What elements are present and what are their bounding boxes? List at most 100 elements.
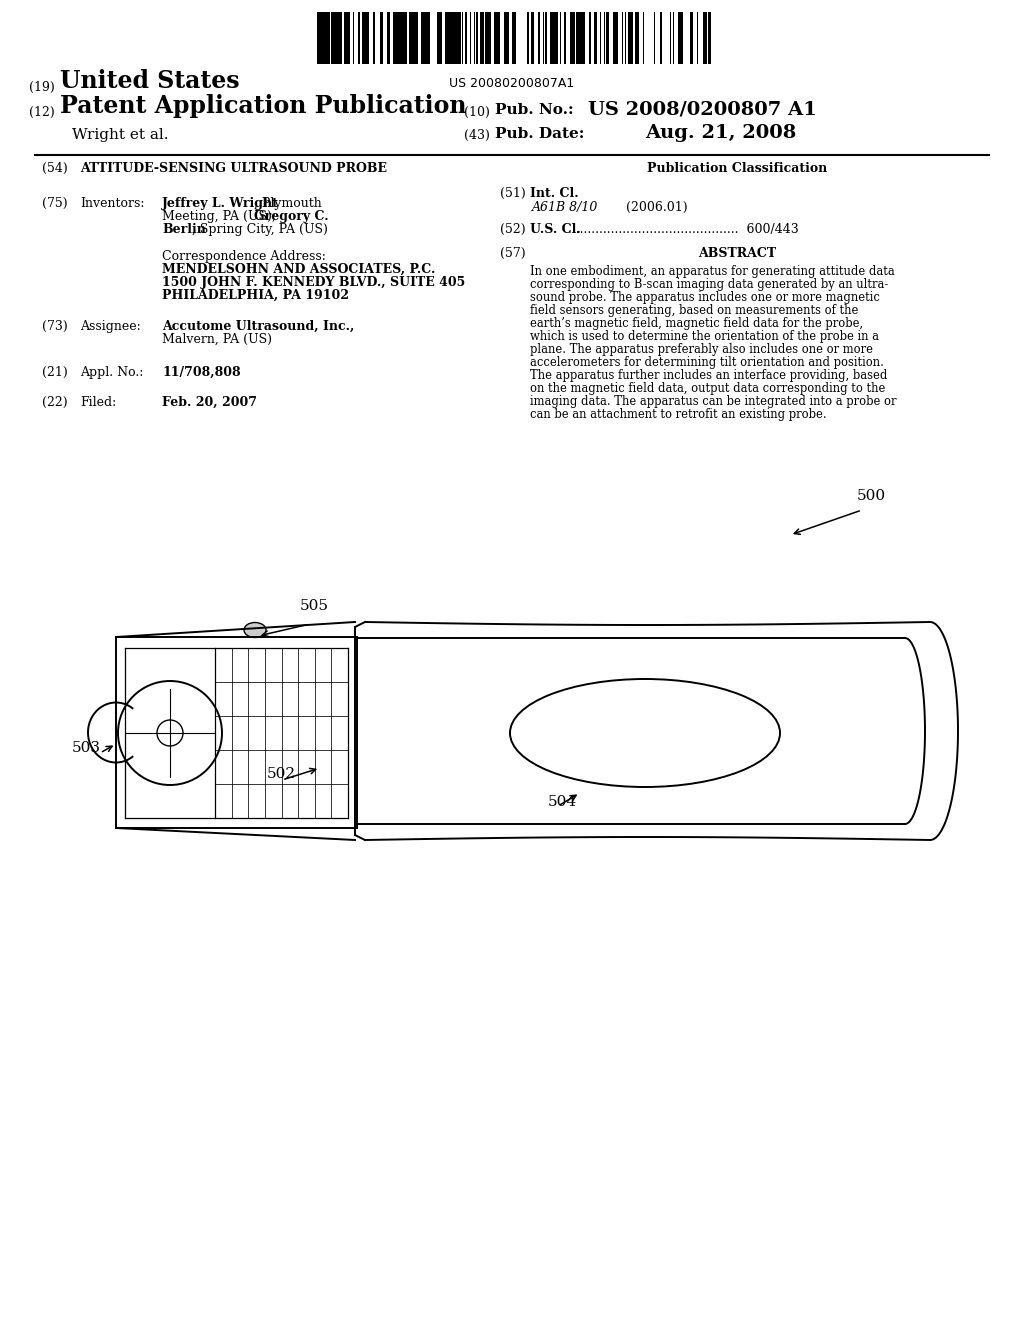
Bar	[319, 12, 324, 63]
Text: (12): (12)	[30, 106, 55, 119]
Text: 504: 504	[548, 795, 578, 809]
Bar	[570, 12, 572, 63]
Bar	[332, 12, 335, 63]
Bar	[335, 12, 340, 63]
Bar	[550, 12, 553, 63]
Text: United States: United States	[60, 69, 240, 92]
Bar	[445, 12, 449, 63]
Text: (2006.01): (2006.01)	[626, 201, 688, 214]
Bar	[581, 12, 585, 63]
Bar	[373, 12, 375, 63]
Bar	[606, 12, 609, 63]
Text: ABSTRACT: ABSTRACT	[698, 247, 776, 260]
Text: Gregory C.: Gregory C.	[254, 210, 329, 223]
Text: (43): (43)	[464, 129, 490, 143]
Text: Malvern, PA (US): Malvern, PA (US)	[162, 333, 272, 346]
Text: PHILADELPHIA, PA 19102: PHILADELPHIA, PA 19102	[162, 289, 349, 302]
Bar	[545, 12, 547, 63]
Text: Wright et al.: Wright et al.	[72, 128, 169, 143]
Text: Berlin: Berlin	[162, 223, 206, 236]
Text: (19): (19)	[30, 81, 55, 94]
Text: A61B 8/10: A61B 8/10	[532, 201, 598, 214]
Bar	[410, 12, 412, 63]
Text: , Spring City, PA (US): , Spring City, PA (US)	[193, 223, 328, 236]
Bar	[691, 12, 693, 63]
Bar	[628, 12, 633, 63]
Bar	[512, 12, 516, 63]
Text: (57): (57)	[500, 247, 525, 260]
Bar	[450, 12, 452, 63]
Text: Meeting, PA (US);: Meeting, PA (US);	[162, 210, 281, 223]
Text: The apparatus further includes an interface providing, based: The apparatus further includes an interf…	[530, 370, 888, 381]
Text: (51): (51)	[500, 187, 525, 201]
Text: Jeffrey L. Wright: Jeffrey L. Wright	[162, 197, 279, 210]
Text: imaging data. The apparatus can be integrated into a probe or: imaging data. The apparatus can be integ…	[530, 395, 896, 408]
Text: Int. Cl.: Int. Cl.	[530, 187, 579, 201]
Bar	[465, 12, 467, 63]
Bar	[553, 12, 555, 63]
Bar	[459, 12, 461, 63]
Text: MENDELSOHN AND ASSOCIATES, P.C.: MENDELSOHN AND ASSOCIATES, P.C.	[162, 263, 435, 276]
Bar	[564, 12, 566, 63]
Bar	[589, 12, 591, 63]
Bar	[555, 12, 557, 63]
Bar	[340, 12, 342, 63]
Bar	[494, 12, 496, 63]
Bar	[327, 12, 330, 63]
Text: 502: 502	[267, 767, 296, 781]
Text: Inventors:: Inventors:	[80, 197, 144, 210]
Text: ATTITUDE-SENSING ULTRASOUND PROBE: ATTITUDE-SENSING ULTRASOUND PROBE	[80, 162, 387, 176]
Bar	[531, 12, 534, 63]
Bar	[358, 12, 360, 63]
Bar	[577, 12, 579, 63]
Bar	[454, 12, 458, 63]
Text: which is used to determine the orientation of the probe in a: which is used to determine the orientati…	[530, 330, 879, 343]
Bar	[616, 12, 618, 63]
Text: (75): (75)	[42, 197, 68, 210]
Text: US 20080200807A1: US 20080200807A1	[450, 77, 574, 90]
Bar	[452, 12, 454, 63]
Bar	[594, 12, 597, 63]
Bar	[438, 12, 440, 63]
Text: sound probe. The apparatus includes one or more magnetic: sound probe. The apparatus includes one …	[530, 290, 880, 304]
Text: Publication Classification: Publication Classification	[647, 162, 827, 176]
Text: (54): (54)	[42, 162, 68, 176]
Bar	[496, 12, 499, 63]
Text: Feb. 20, 2007: Feb. 20, 2007	[162, 396, 257, 409]
Text: on the magnetic field data, output data corresponding to the: on the magnetic field data, output data …	[530, 381, 886, 395]
Bar	[504, 12, 509, 63]
Text: 503: 503	[72, 741, 101, 755]
Text: earth’s magnetic field, magnetic field data for the probe,: earth’s magnetic field, magnetic field d…	[530, 317, 863, 330]
Text: Appl. No.:: Appl. No.:	[80, 366, 143, 379]
Text: Pub. Date:: Pub. Date:	[495, 127, 585, 141]
Text: ............................................  600/443: ........................................…	[568, 223, 799, 236]
Text: U.S. Cl.: U.S. Cl.	[530, 223, 581, 236]
Text: accelerometers for determining tilt orientation and position.: accelerometers for determining tilt orie…	[530, 356, 884, 370]
Bar	[397, 12, 402, 63]
Bar	[324, 12, 327, 63]
Text: Aug. 21, 2008: Aug. 21, 2008	[645, 124, 797, 143]
Text: 11/708,808: 11/708,808	[162, 366, 241, 379]
Bar	[380, 12, 383, 63]
Bar	[387, 12, 390, 63]
Bar	[317, 12, 319, 63]
Bar	[412, 12, 416, 63]
Text: In one embodiment, an apparatus for generating attitude data: In one embodiment, an apparatus for gene…	[530, 265, 895, 279]
Text: (22): (22)	[42, 396, 68, 409]
Bar	[660, 12, 662, 63]
Text: Assignee:: Assignee:	[80, 319, 140, 333]
Text: Patent Application Publication: Patent Application Publication	[60, 94, 467, 117]
Bar	[345, 12, 350, 63]
Text: field sensors generating, based on measurements of the: field sensors generating, based on measu…	[530, 304, 858, 317]
Text: (52): (52)	[500, 223, 525, 236]
Text: 1500 JOHN F. KENNEDY BLVD., SUITE 405: 1500 JOHN F. KENNEDY BLVD., SUITE 405	[162, 276, 465, 289]
Bar	[613, 12, 616, 63]
Bar	[572, 12, 575, 63]
Bar	[394, 12, 397, 63]
Text: plane. The apparatus preferably also includes one or more: plane. The apparatus preferably also inc…	[530, 343, 873, 356]
Text: US 2008/0200807 A1: US 2008/0200807 A1	[588, 100, 817, 117]
Bar	[421, 12, 424, 63]
Bar	[366, 12, 369, 63]
Text: Accutome Ultrasound, Inc.,: Accutome Ultrasound, Inc.,	[162, 319, 354, 333]
Text: (10): (10)	[464, 106, 490, 119]
